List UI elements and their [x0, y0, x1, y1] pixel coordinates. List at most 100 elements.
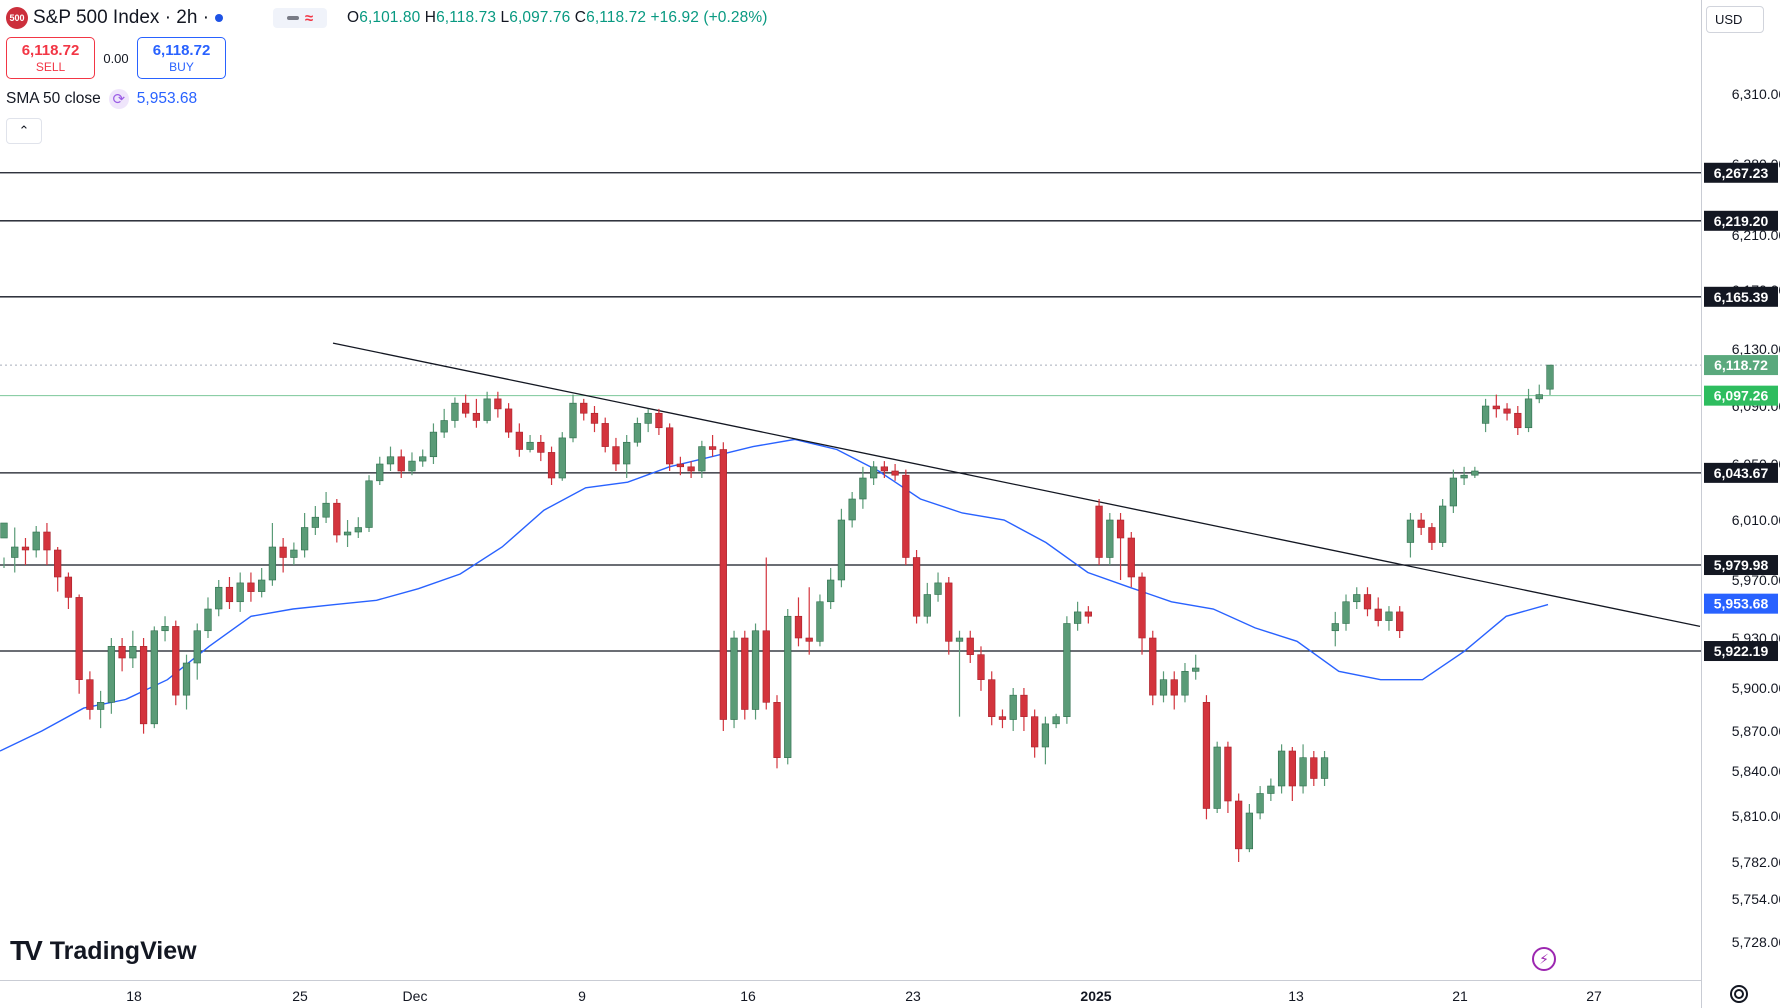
- candle-down: [1202, 702, 1211, 809]
- data-flags[interactable]: ≈: [273, 8, 328, 28]
- candle-up: [1245, 812, 1254, 850]
- level-price-label-bg: [1704, 462, 1778, 483]
- level-price-label: 6,165.39: [1714, 289, 1769, 305]
- candle-up: [623, 441, 631, 465]
- close-value: 6,118.72: [586, 9, 647, 26]
- candle-down: [75, 597, 83, 680]
- candle-down: [225, 586, 234, 603]
- candle-down: [472, 412, 481, 421]
- candle-up: [290, 549, 298, 558]
- candle-up: [827, 579, 835, 603]
- sma-indicator-legend[interactable]: SMA 50 close ⟳ 5,953.68: [6, 89, 197, 109]
- candle-down: [805, 637, 813, 642]
- open-key: O: [347, 9, 360, 26]
- sell-label: SELL: [35, 60, 66, 74]
- candle-down: [1149, 637, 1157, 696]
- symbol-logo-icon[interactable]: 500: [6, 7, 28, 29]
- buy-button[interactable]: 6,118.72 BUY: [137, 37, 226, 79]
- candle-down: [397, 456, 405, 472]
- price-tick-label: 5,782.00: [1732, 854, 1780, 870]
- candle-up: [268, 546, 277, 581]
- candle-up: [300, 527, 309, 551]
- symbol-legend: 500 S&P 500 Index · 2h · ≈ O6,101.80 H6,…: [6, 6, 768, 30]
- collapse-legend-button[interactable]: ⌃: [6, 118, 42, 144]
- lightning-icon[interactable]: ⚡: [1532, 947, 1556, 971]
- candle-up: [1041, 723, 1050, 748]
- candle-up: [837, 519, 846, 581]
- candle-up: [193, 630, 201, 664]
- candle-up: [96, 702, 105, 710]
- candle-up: [1406, 519, 1415, 543]
- candle-up: [161, 626, 169, 632]
- low-key: L: [500, 9, 510, 26]
- candle-down: [1288, 750, 1296, 787]
- time-tick-label: 23: [905, 988, 921, 1004]
- candle-down: [54, 549, 62, 578]
- candle-up: [751, 630, 760, 710]
- level-price-label-bg: [1704, 641, 1778, 662]
- candle-up: [483, 398, 491, 421]
- candle-up: [32, 531, 40, 551]
- candle-down: [21, 546, 30, 551]
- candle-up: [182, 662, 191, 696]
- settings-gear-icon[interactable]: [1730, 985, 1748, 1003]
- symbol-title[interactable]: S&P 500 Index · 2h ·: [33, 7, 210, 28]
- price-tick-label: 5,810.00: [1732, 808, 1780, 824]
- candle-down: [1428, 527, 1436, 543]
- candle-up: [1052, 716, 1060, 725]
- candle-down: [1514, 412, 1522, 429]
- currency-selector[interactable]: USD: [1706, 6, 1764, 33]
- candle-up: [258, 579, 266, 592]
- tradingview-logo-icon: TV: [10, 935, 43, 966]
- candle-down: [1374, 608, 1382, 621]
- candle-up: [354, 527, 362, 533]
- delayed-data-icon: ≈: [304, 9, 314, 27]
- candle-up: [1535, 394, 1543, 400]
- candle-up: [730, 637, 738, 720]
- tradingview-logo[interactable]: TV TradingView: [10, 935, 197, 967]
- candle-up: [1546, 364, 1554, 390]
- candle-down: [1138, 576, 1146, 639]
- candle-up: [1460, 474, 1468, 479]
- candle-down: [333, 502, 341, 536]
- sma-label: SMA 50 close: [6, 90, 101, 107]
- candle-down: [1224, 746, 1232, 802]
- candle-down: [64, 576, 73, 598]
- candle-up: [451, 402, 459, 421]
- trendline-layer: [332, 342, 1701, 628]
- candle-up: [11, 546, 19, 558]
- candle-down: [891, 470, 899, 476]
- buy-label: BUY: [169, 60, 194, 74]
- logo-text: TradingView: [49, 936, 197, 965]
- spread-value: 0.00: [103, 50, 129, 66]
- time-tick-label: 27: [1586, 988, 1602, 1004]
- market-status-dot-icon[interactable]: [215, 14, 224, 22]
- sell-button[interactable]: 6,118.72 SELL: [6, 37, 95, 79]
- candle-down: [1170, 679, 1178, 696]
- current-price-label: 6,118.72: [1714, 357, 1768, 373]
- sma-price-label: 5,953.68: [1714, 596, 1769, 612]
- candle-up: [419, 456, 427, 462]
- candle-down: [504, 408, 513, 433]
- candle-up: [859, 477, 867, 500]
- candle-down: [666, 427, 674, 465]
- candle-up: [440, 420, 448, 433]
- candle-up: [129, 646, 137, 659]
- candle-down: [741, 637, 749, 710]
- candle-up: [1267, 785, 1275, 794]
- candle-down: [966, 637, 974, 655]
- price-tick-label: 5,840.00: [1732, 763, 1780, 779]
- candle-down: [247, 582, 255, 592]
- candle-up: [1385, 611, 1393, 621]
- candle-down: [1310, 757, 1318, 779]
- candle-down: [1492, 405, 1500, 410]
- price-tick-label: 6,130.00: [1732, 341, 1780, 357]
- candle-up: [429, 431, 438, 458]
- pause-icon: [286, 16, 299, 20]
- candle-up: [1009, 694, 1017, 720]
- candle-up: [1192, 667, 1200, 672]
- candle-up: [1063, 623, 1071, 717]
- time-tick-label: 2025: [1080, 988, 1111, 1004]
- candle-down: [1503, 408, 1511, 414]
